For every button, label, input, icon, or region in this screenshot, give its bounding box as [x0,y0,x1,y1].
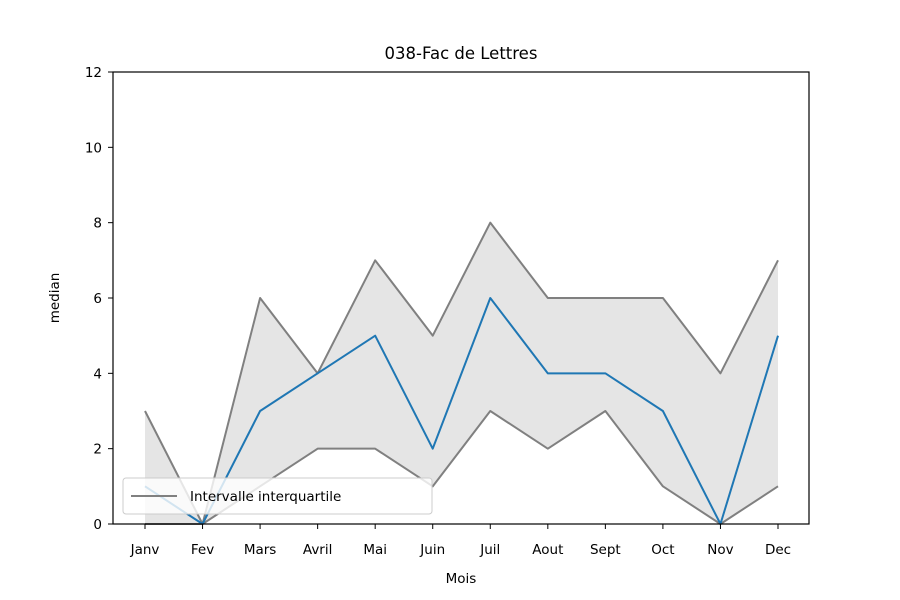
x-tick-label: Avril [303,542,333,558]
y-tick-label: 10 [85,140,102,156]
x-tick-label: Mars [244,542,277,558]
upper-quartile-line [144,221,779,525]
x-tick-label: Janv [130,542,160,558]
legend-box [122,477,433,515]
y-tick-label: 12 [85,65,102,81]
y-tick-label: 4 [93,366,102,382]
x-tick-label: Fev [191,542,214,558]
chart-title: 038-Fac de Lettres [385,44,538,63]
y-tick-label: 6 [93,291,102,307]
x-axis-title: Mois [446,571,477,587]
y-tick-label: 0 [93,517,102,533]
x-tick-label: Dec [765,542,791,558]
x-tick-label: Nov [707,542,733,558]
y-tick-label: 8 [93,216,102,232]
y-axis-title: median [47,273,63,324]
legend: Intervalle interquartile [122,477,433,515]
y-tick-label: 2 [93,442,102,458]
x-tick-label: Oct [651,542,674,558]
x-tick-label: Mai [363,542,387,558]
y-axis-ticks: 0 2 4 6 8 10 12 [85,65,113,533]
x-tick-label: Sept [590,542,621,558]
median-line [144,297,779,525]
legend-label-interquartile: Intervalle interquartile [190,489,341,505]
x-axis-ticks: Janv Fev Mars Avril Mai Juin Juil Aout Sept Oct No… [130,524,791,558]
x-tick-label: Juil [479,542,500,558]
x-tick-label: Juin [419,542,445,558]
x-tick-label: Aout [532,542,563,558]
